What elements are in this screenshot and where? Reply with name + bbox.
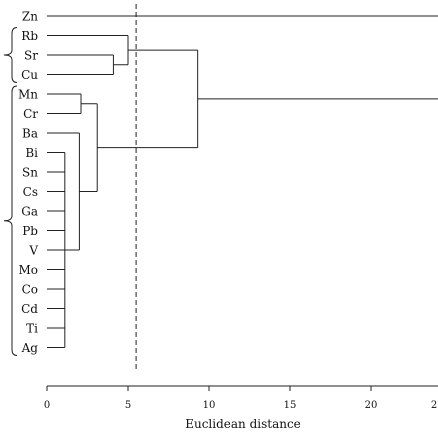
leaf-label-rb: Rb [21, 29, 38, 43]
dendrogram-links [47, 15, 438, 348]
leaf-label-pb: Pb [22, 224, 38, 238]
x-tick-label-0: 0 [44, 400, 50, 411]
x-tick-label-4: 20 [365, 400, 378, 411]
leaf-label-ag: Ag [21, 341, 39, 355]
leaf-label-sn: Sn [22, 166, 38, 180]
leaf-label-cu: Cu [21, 68, 38, 82]
x-tick-label-5: 2 [431, 400, 437, 411]
leaf-label-v: V [28, 244, 38, 258]
leaf-label-zn: Zn [22, 10, 38, 24]
leaf-label-co: Co [22, 283, 38, 297]
x-axis-title: Euclidean distance [185, 417, 301, 431]
leaf-label-cr: Cr [23, 107, 38, 121]
x-axis-ticks: 0 5 10 15 20 2 [44, 386, 437, 411]
leaf-label-cs: Cs [23, 185, 38, 199]
group-brace-0 [3, 27, 18, 83]
x-tick-label-2: 10 [203, 400, 216, 411]
leaf-labels: Zn Rb Sr Cu Mn Cr Ba Bi Sn Cs Ga Pb V Mo Co Cd Ti Ag [18, 10, 38, 356]
leaf-label-mo: Mo [18, 263, 38, 277]
leaf-label-cd: Cd [21, 302, 38, 316]
leaf-label-bi: Bi [25, 146, 38, 160]
x-tick-label-3: 15 [284, 400, 297, 411]
leaf-label-sr: Sr [24, 49, 38, 63]
leaf-label-mn: Mn [18, 88, 38, 102]
leaf-label-ga: Ga [21, 205, 38, 219]
group-brace-1 [3, 85, 18, 356]
leaf-label-ti: Ti [26, 322, 38, 336]
group-braces [3, 27, 18, 356]
leaf-label-ba: Ba [22, 127, 38, 141]
x-tick-label-1: 5 [125, 400, 131, 411]
